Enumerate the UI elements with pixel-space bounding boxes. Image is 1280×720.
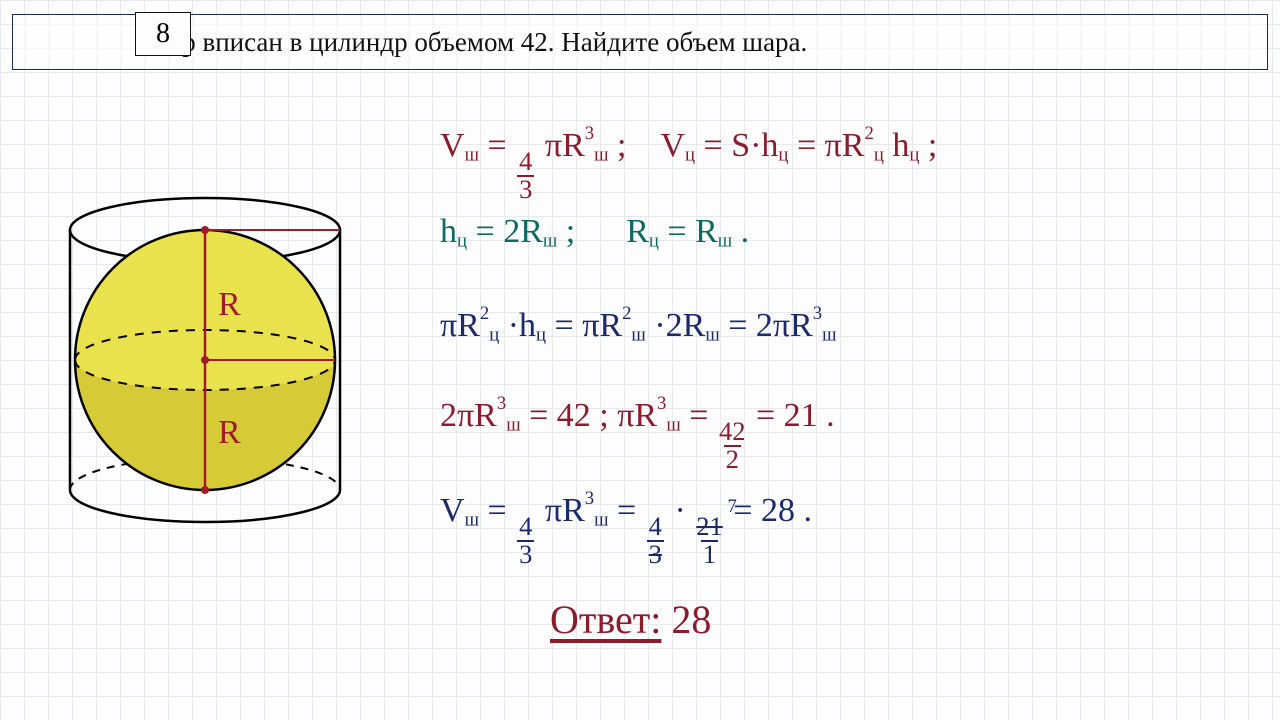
problem-number: 8 — [156, 18, 170, 50]
answer-label: Ответ: — [550, 597, 661, 642]
line-1: Vш = 43 πR3ш ; Vц = S·hц = πR2ц hц ; — [440, 125, 937, 202]
svg-text:R: R — [218, 286, 241, 323]
answer-line: Ответ: 28 — [550, 600, 711, 640]
svg-text:R: R — [218, 414, 241, 451]
sphere-in-cylinder-diagram: R R — [40, 175, 370, 545]
line-5: Vш = 43 πR3ш = 43 · 21 1 7 = 28 . — [440, 490, 812, 567]
line-3: πR2ц ·hц = πR2ш ·2Rш = 2πR3ш — [440, 305, 836, 345]
solution-work: Vш = 43 πR3ш ; Vц = S·hц = πR2ц hц ; hц … — [430, 100, 1260, 700]
problem-number-box: 8 — [135, 12, 191, 56]
problem-header: Шар вписан в цилиндр объемом 42. Найдите… — [12, 14, 1268, 70]
answer-value: 28 — [671, 597, 711, 642]
problem-text: Шар вписан в цилиндр объемом 42. Найдите… — [143, 27, 807, 58]
line-4: 2πR3ш = 42 ; πR3ш = 422 = 21 . — [440, 395, 835, 472]
line-2: hц = 2Rш ; Rц = Rш . — [440, 215, 749, 251]
